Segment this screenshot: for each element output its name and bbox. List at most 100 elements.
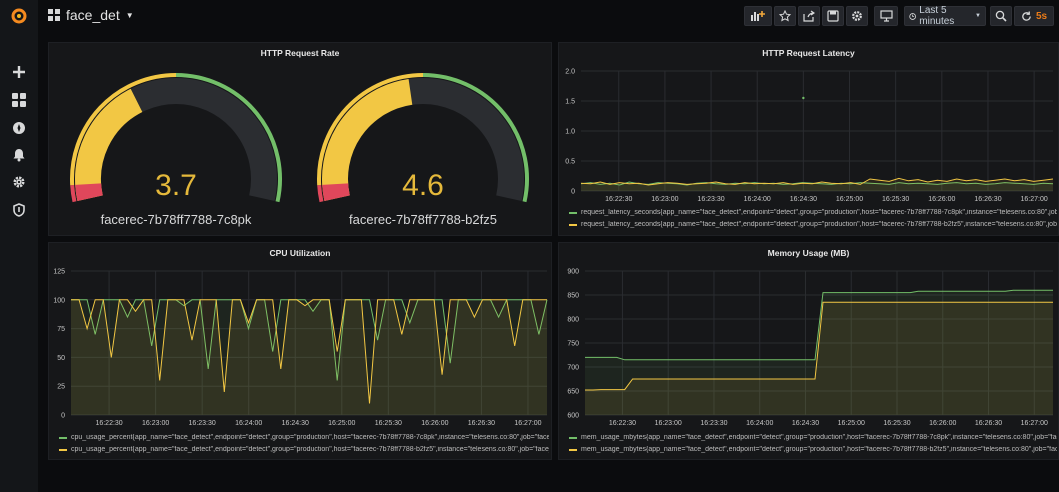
x-tick-label: 16:22:30 xyxy=(605,196,632,203)
y-tick-label: 0 xyxy=(61,413,65,420)
legend-swatch xyxy=(569,211,577,214)
series-area xyxy=(585,302,1053,415)
top-navbar: face_det ▼ Last 5 minutes ▼ 5s xyxy=(38,0,1059,32)
save-icon xyxy=(827,10,839,22)
memory-chart: 600 650 700 750 800 850 900 16:22:30 16:23:00 16:… xyxy=(567,269,1053,427)
caret-down-icon: ▼ xyxy=(975,13,981,19)
legend-item-b2fz5[interactable]: cpu_usage_percent{app_name="face_detect"… xyxy=(59,446,549,453)
monitor-icon xyxy=(879,10,893,22)
panel-http-request-latency[interactable]: HTTP Request Latency 0 0.5 1.0 1.5 2.0 16:22:… xyxy=(558,42,1059,236)
server-admin-shield-icon[interactable] xyxy=(9,200,29,220)
series-line xyxy=(580,177,1054,186)
x-tick-label: 16:26:00 xyxy=(929,420,956,427)
x-tick-label: 16:27:00 xyxy=(514,420,541,427)
gauge-value-fill xyxy=(322,79,413,202)
x-tick-label: 16:26:30 xyxy=(974,196,1001,203)
gauge-threshold-band xyxy=(70,73,177,186)
x-tick-label: 16:23:00 xyxy=(655,420,682,427)
panel-title: Memory Usage (MB) xyxy=(767,248,850,258)
x-tick-label: 16:25:00 xyxy=(328,420,355,427)
legend-label: mem_usage_mbytes{app_name="face_detect",… xyxy=(581,434,1057,441)
panel-http-request-rate[interactable]: HTTP Request Rate 3.7 facerec-7b78ff7788… xyxy=(48,42,552,236)
save-dashboard-button[interactable] xyxy=(822,6,844,26)
gauge-threshold-band xyxy=(317,184,324,203)
star-icon xyxy=(779,10,791,22)
cpu-chart: 0 25 50 75 100 125 16:22:30 16:23:00 16:23:30 16:… xyxy=(53,269,548,427)
legend-item-7c8pk[interactable]: mem_usage_mbytes{app_name="face_detect",… xyxy=(569,434,1057,441)
outlier-point xyxy=(802,96,805,100)
gauge-threshold-band xyxy=(70,184,77,203)
x-tick-label: 16:25:30 xyxy=(883,420,910,427)
panel-memory-usage[interactable]: Memory Usage (MB) 600 650 700 750 800 850 900 1… xyxy=(558,242,1059,460)
star-dashboard-button[interactable] xyxy=(774,6,796,26)
legend-swatch xyxy=(569,448,577,451)
y-tick-label: 125 xyxy=(53,269,65,276)
y-tick-label: 75 xyxy=(57,326,65,333)
x-tick-label: 16:25:00 xyxy=(838,420,865,427)
gauge-low-fill xyxy=(75,183,103,202)
y-tick-label: 600 xyxy=(567,413,579,420)
gauge-label-b2fz5: facerec-7b78ff7788-b2fz5 xyxy=(349,212,497,227)
series-line xyxy=(580,181,1054,186)
create-plus-icon[interactable] xyxy=(9,62,29,82)
x-tick-label: 16:27:00 xyxy=(1020,196,1047,203)
gauge-threshold-band xyxy=(317,73,424,186)
dashboard-title: face_det xyxy=(66,7,120,23)
legend-item-7c8pk[interactable]: request_latency_seconds{app_name="face_d… xyxy=(569,209,1057,216)
x-tick-label: 16:23:30 xyxy=(697,196,724,203)
y-tick-label: 650 xyxy=(567,389,579,396)
y-tick-label: 50 xyxy=(57,355,65,362)
alerting-bell-icon[interactable] xyxy=(9,145,29,165)
x-tick-label: 16:25:00 xyxy=(836,196,863,203)
x-tick-label: 16:23:00 xyxy=(651,196,678,203)
legend-swatch xyxy=(59,448,67,451)
share-dashboard-button[interactable] xyxy=(798,6,820,26)
zoom-out-button[interactable] xyxy=(990,6,1012,26)
cycle-view-mode-button[interactable] xyxy=(874,6,898,26)
x-tick-label: 16:25:30 xyxy=(882,196,909,203)
gauge-threshold-band xyxy=(175,73,282,203)
legend-swatch xyxy=(569,436,577,439)
legend-label: cpu_usage_percent{app_name="face_detect"… xyxy=(71,434,549,441)
x-tick-label: 16:22:30 xyxy=(609,420,636,427)
x-tick-label: 16:24:00 xyxy=(235,420,262,427)
panel-title: HTTP Request Latency xyxy=(762,48,855,58)
legend-item-b2fz5[interactable]: mem_usage_mbytes{app_name="face_detect",… xyxy=(569,446,1057,453)
x-tick-label: 16:25:30 xyxy=(375,420,402,427)
y-tick-label: 900 xyxy=(567,269,579,276)
panel-cpu-utilization[interactable]: CPU Utilization 0 25 50 75 100 125 16:22:30 16:… xyxy=(48,242,552,460)
series-area xyxy=(581,178,1053,191)
dashboards-grid-icon[interactable] xyxy=(9,90,29,110)
legend-item-b2fz5[interactable]: request_latency_seconds{app_name="face_d… xyxy=(569,221,1057,228)
y-tick-label: 100 xyxy=(53,297,65,304)
caret-down-icon: ▼ xyxy=(125,10,134,20)
configuration-gear-icon[interactable] xyxy=(9,172,29,192)
legend-label: request_latency_seconds{app_name="face_d… xyxy=(581,209,1057,216)
legend-item-7c8pk[interactable]: cpu_usage_percent{app_name="face_detect"… xyxy=(59,434,549,441)
refresh-interval: 5s xyxy=(1035,10,1048,22)
gauge-threshold-band xyxy=(422,73,529,203)
share-icon xyxy=(803,10,815,22)
x-tick-label: 16:26:00 xyxy=(421,420,448,427)
x-tick-label: 16:23:30 xyxy=(700,420,727,427)
x-tick-label: 16:22:30 xyxy=(95,420,122,427)
dashboard-settings-button[interactable] xyxy=(846,6,868,26)
add-panel-button[interactable] xyxy=(744,6,772,26)
refresh-button[interactable]: 5s xyxy=(1014,6,1054,26)
x-tick-label: 16:24:30 xyxy=(792,420,819,427)
series-line xyxy=(71,299,547,404)
dashboard-grid-icon xyxy=(48,9,60,21)
series-line xyxy=(585,289,1053,361)
x-tick-label: 16:27:00 xyxy=(1021,420,1048,427)
x-tick-label: 16:24:30 xyxy=(282,420,309,427)
time-range-picker[interactable]: Last 5 minutes ▼ xyxy=(904,5,986,27)
gauge-value-fill xyxy=(75,88,143,202)
legend-swatch xyxy=(59,436,67,439)
sidebar xyxy=(0,0,38,492)
gauge-value-7c8pk: 3.7 xyxy=(155,169,197,202)
grafana-logo-icon[interactable] xyxy=(9,6,29,26)
gear-icon xyxy=(852,11,862,21)
x-tick-label: 16:23:30 xyxy=(189,420,216,427)
dashboard-picker[interactable]: face_det ▼ xyxy=(48,7,134,23)
explore-compass-icon[interactable] xyxy=(9,118,29,138)
